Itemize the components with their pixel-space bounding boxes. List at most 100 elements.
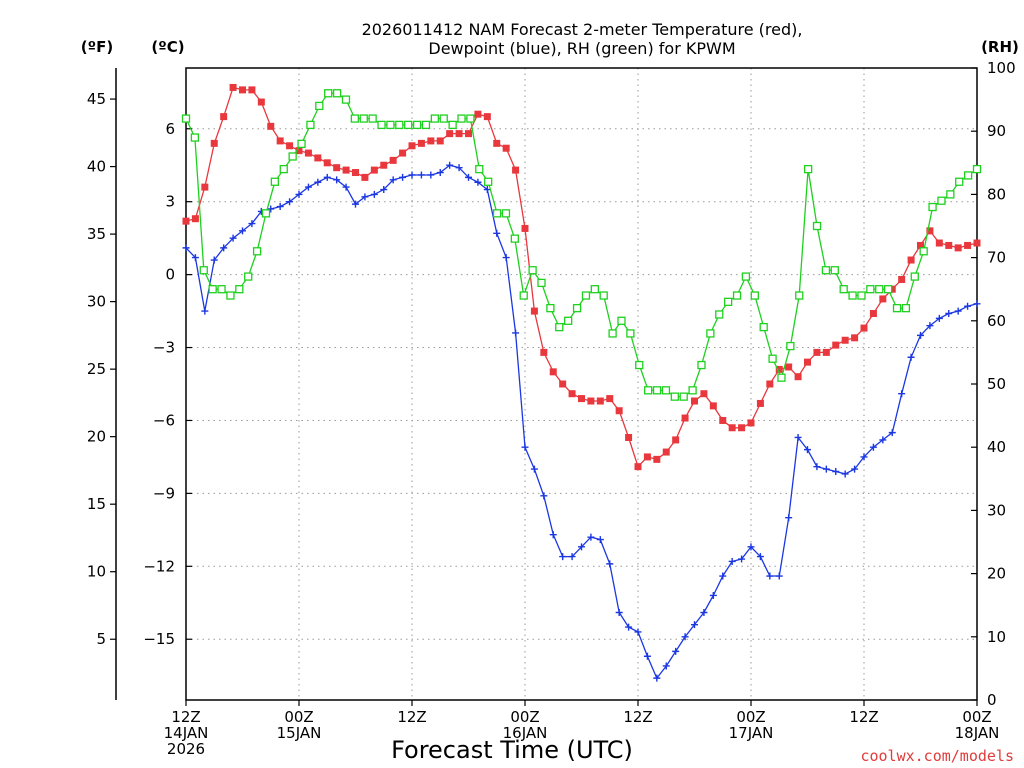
rh-point [883, 285, 893, 294]
temperature-point [738, 424, 746, 432]
dewpoint-point [191, 254, 199, 262]
temperature-point [502, 144, 510, 152]
dewpoint-point [436, 169, 444, 177]
dewpoint-point [747, 543, 755, 551]
rh-ticks: 0 10 20 30 40 50 60 70 80 90 100 [971, 59, 1016, 709]
rh-tick-label: 100 [987, 59, 1016, 77]
temperature-point [785, 363, 793, 371]
temperature-point [935, 239, 943, 247]
dewpoint-point [804, 446, 811, 454]
rh-point [590, 285, 599, 294]
temperature-point [323, 159, 331, 167]
temperature-point [276, 137, 284, 145]
dewpoint-point [530, 465, 538, 473]
temperature-point [747, 419, 755, 427]
rh-point [324, 89, 333, 98]
time-tick-label: 00Z [284, 708, 313, 726]
temperature-point [229, 83, 237, 91]
fahrenheit-tick-label: 25 [87, 360, 106, 378]
rh-point [581, 291, 591, 300]
celsius-tick-label: 0 [165, 266, 175, 284]
temperature-point [691, 397, 698, 405]
dewpoint-point [408, 171, 416, 179]
temperature-point [766, 380, 774, 388]
rh-point [395, 120, 404, 130]
dewpoint-point [709, 591, 717, 599]
title-line-2: Dewpoint (blue), RH (green) for KPWM [428, 39, 735, 58]
dewpoint-point [399, 173, 407, 181]
dewpoint-point [201, 307, 209, 315]
rh-point [430, 114, 440, 123]
rh-point [466, 114, 475, 123]
time-tick-label: 18JAN [955, 724, 1000, 742]
temperature-point [596, 397, 604, 405]
time-tick-label: 12Z [397, 708, 426, 726]
dewpoint-point [898, 390, 906, 398]
dewpoint-point [691, 621, 698, 629]
time-tick-label: 16JAN [503, 724, 548, 742]
rh-point [919, 247, 928, 256]
dewpoint-point [182, 244, 190, 252]
dewpoint-point [907, 353, 915, 361]
temperature-point [634, 463, 642, 471]
temperature-point [869, 310, 877, 318]
rh-point [332, 89, 342, 98]
dewpoint-point [813, 463, 821, 471]
rh-point [386, 120, 395, 130]
rh-point [661, 386, 671, 395]
dewpoint-point [361, 193, 369, 201]
temperature-point [549, 368, 557, 376]
rh-point [555, 322, 564, 332]
dewpoint-point [229, 234, 237, 242]
temperature-point [973, 239, 981, 247]
fahrenheit-tick-label: 30 [87, 293, 106, 311]
dewpoint-point [662, 662, 670, 670]
rh-point [297, 139, 306, 148]
time-tick-label: 15JAN [277, 724, 322, 742]
chart-title: 2026011412 NAM Forecast 2-meter Temperat… [362, 20, 803, 58]
temperature-point [615, 407, 623, 415]
dewpoint-point [493, 229, 501, 237]
temperature-point [700, 390, 708, 398]
rh-point [244, 272, 253, 281]
dewpoint-point [276, 203, 284, 211]
rh-point [492, 209, 502, 218]
dewpoint-point [540, 492, 548, 500]
dewpoint-point [964, 302, 972, 310]
rh-point [706, 329, 715, 338]
rh-point [528, 266, 537, 275]
rh-point [315, 101, 324, 111]
celsius-tick-label: −12 [143, 557, 175, 575]
temperature-point [681, 414, 689, 422]
temperature-point [540, 348, 548, 356]
temperature-point [851, 334, 859, 342]
dewpoint-point [304, 183, 312, 191]
temperature-point [587, 397, 595, 405]
dewpoint-line [185, 164, 978, 680]
temperature-point [248, 86, 256, 94]
rh-point [901, 304, 911, 313]
temperature-point [841, 336, 849, 344]
dewpoint-point [578, 543, 585, 551]
rh-point [412, 120, 422, 130]
rh-point [421, 120, 431, 130]
temperature-point [804, 358, 811, 366]
rh-point [350, 114, 360, 123]
rh-tick-label: 50 [987, 375, 1006, 393]
temperature-point [455, 130, 463, 138]
rh-tick-label: 20 [987, 565, 1006, 583]
rh-point [279, 164, 288, 174]
dewpoint-point [728, 557, 736, 565]
dewpoint-point [323, 173, 331, 181]
rh-point [635, 360, 644, 370]
dewpoint-point [822, 465, 830, 473]
series-layer [181, 83, 982, 682]
rh-point [368, 114, 377, 123]
temperature-point [643, 453, 651, 461]
dewpoint-point [879, 436, 887, 444]
fahrenheit-tick-label: 35 [87, 225, 106, 243]
dewpoint-point [700, 608, 708, 616]
temperature-point [794, 373, 802, 381]
temperature-point [719, 416, 727, 424]
rh-point [795, 291, 804, 300]
